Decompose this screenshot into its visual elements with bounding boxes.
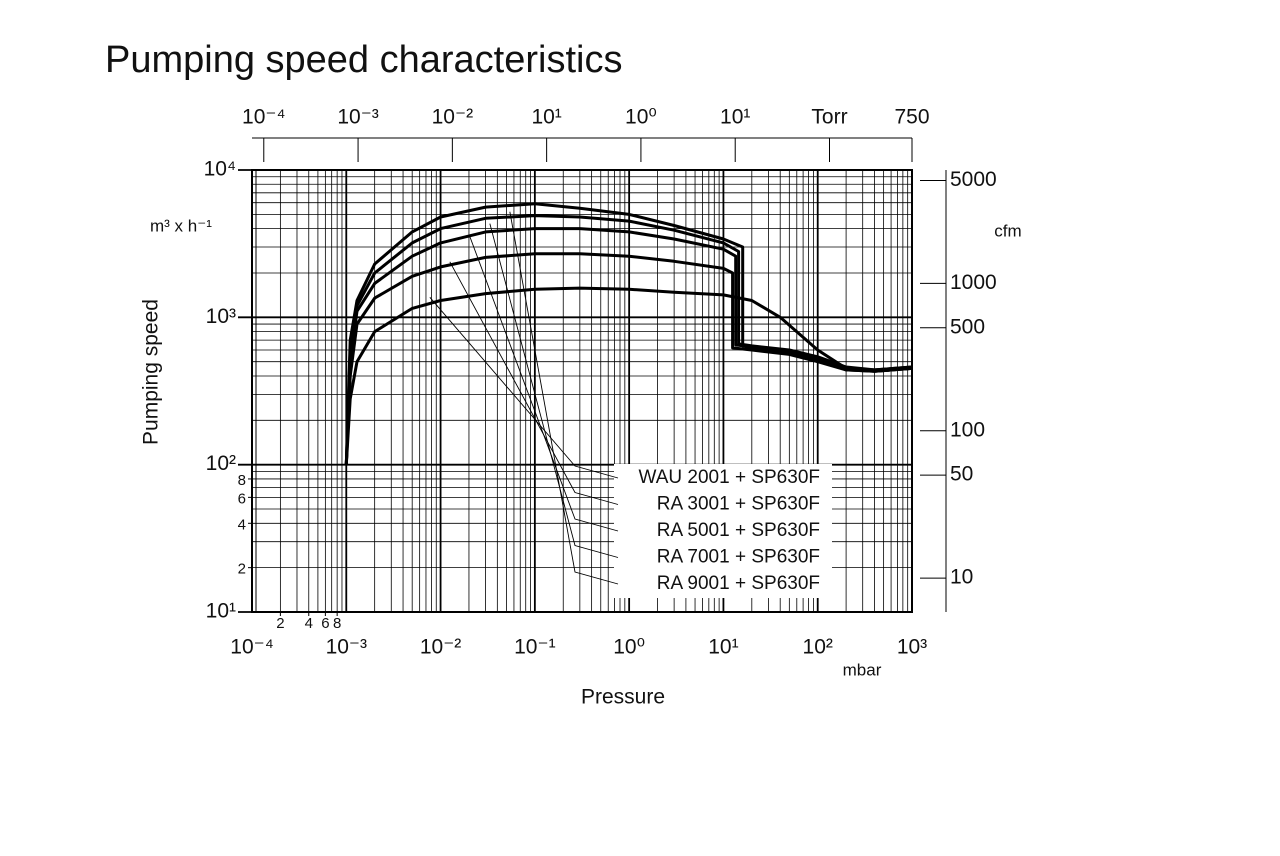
leader-line	[509, 211, 619, 585]
y-tick-label: 10³	[206, 305, 236, 328]
series-line	[344, 252, 913, 465]
x2-tick-label: 10⁻⁴	[242, 106, 285, 129]
leader-line	[449, 261, 619, 505]
y2-tick-label: 50	[950, 463, 973, 486]
leader-line	[469, 236, 619, 532]
x-minor-tick-label: 8	[333, 615, 341, 632]
y2-tick-label: 500	[950, 315, 985, 338]
x-axis-label: Pressure	[581, 686, 665, 709]
legend-label: RA 3001 + SP630F	[657, 494, 820, 515]
x2-tick-label: 10¹	[720, 106, 750, 129]
y2-tick-label: 10	[950, 566, 973, 589]
y-axis-label: Pumping speed	[140, 299, 163, 445]
x-tick-label: 10⁻²	[420, 636, 461, 659]
y2-tick-label: 100	[950, 418, 985, 441]
chart-title: Pumping speed characteristics	[105, 39, 622, 81]
legend-label: RA 7001 + SP630F	[657, 547, 820, 568]
x-minor-tick-label: 6	[321, 615, 329, 632]
x-tick-label: 10¹	[708, 636, 738, 659]
x2-tick-label: Torr	[811, 106, 847, 129]
x-minor-tick-label: 4	[305, 615, 313, 632]
x-tick-label: 10⁰	[613, 636, 645, 659]
x2-tick-label: 750	[894, 106, 929, 129]
y-tick-label: 10⁴	[204, 158, 236, 181]
series-line	[344, 286, 913, 465]
y-tick-label: 10¹	[206, 600, 236, 623]
y-minor-tick-label: 4	[238, 516, 246, 533]
y-minor-tick-label: 2	[238, 561, 246, 578]
y2-tick-label: 5000	[950, 168, 997, 191]
y-minor-tick-label: 8	[238, 472, 246, 489]
y-axis-unit: m³ x h⁻¹	[150, 216, 212, 235]
x-axis-unit: mbar	[843, 660, 882, 679]
series-line	[344, 214, 913, 465]
y-minor-tick-label: 6	[238, 490, 246, 507]
x2-tick-label: 10⁰	[625, 106, 657, 129]
legend-box	[614, 464, 832, 598]
x2-tick-label: 10⁻²	[432, 106, 473, 129]
y2-tick-label: 1000	[950, 271, 997, 294]
leader-line	[489, 223, 619, 558]
plot-frame	[251, 169, 913, 613]
legend-label: RA 9001 + SP630F	[657, 573, 820, 594]
legend-label: RA 5001 + SP630F	[657, 520, 820, 541]
legend-label: WAU 2001 + SP630F	[639, 467, 820, 488]
x-tick-label: 10²	[803, 636, 833, 659]
x-tick-label: 10⁻⁴	[230, 636, 273, 659]
x-tick-label: 10³	[897, 636, 927, 659]
x2-tick-label: 10⁻³	[337, 106, 378, 129]
y-tick-label: 10²	[206, 452, 236, 475]
x-tick-label: 10⁻¹	[514, 636, 555, 659]
y2-axis-unit: cfm	[994, 221, 1021, 240]
leader-line	[429, 296, 619, 479]
series-line	[344, 202, 913, 465]
x2-tick-label: 10¹	[531, 106, 561, 129]
x-minor-tick-label: 2	[276, 615, 284, 632]
x-tick-label: 10⁻³	[326, 636, 367, 659]
